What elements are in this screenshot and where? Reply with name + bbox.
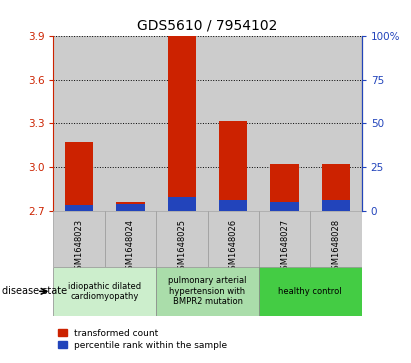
Text: healthy control: healthy control	[279, 287, 342, 296]
Bar	[53, 36, 105, 211]
Text: GSM1648028: GSM1648028	[332, 219, 340, 275]
Text: GSM1648026: GSM1648026	[229, 219, 238, 275]
Bar	[259, 36, 310, 211]
Bar	[65, 142, 93, 205]
Bar	[270, 202, 299, 211]
Text: GSM1648027: GSM1648027	[280, 219, 289, 275]
Bar	[65, 205, 93, 211]
Bar	[259, 211, 310, 267]
Bar	[219, 121, 247, 200]
Text: pulmonary arterial
hypertension with
BMPR2 mutation: pulmonary arterial hypertension with BMP…	[169, 276, 247, 306]
Text: idiopathic dilated
cardiomyopathy: idiopathic dilated cardiomyopathy	[68, 282, 141, 301]
Bar	[116, 204, 145, 211]
Bar	[53, 211, 105, 267]
Bar	[322, 164, 350, 200]
Bar	[208, 211, 259, 267]
Bar	[156, 36, 208, 211]
Bar	[310, 211, 362, 267]
Bar	[219, 200, 247, 211]
Bar	[310, 36, 362, 211]
Bar	[53, 267, 156, 316]
Text: GSM1648025: GSM1648025	[178, 219, 186, 275]
Bar	[322, 200, 350, 211]
Text: disease state: disease state	[2, 286, 67, 296]
Text: GSM1648023: GSM1648023	[75, 219, 83, 275]
Legend: transformed count, percentile rank within the sample: transformed count, percentile rank withi…	[58, 329, 227, 350]
Bar	[156, 211, 208, 267]
Text: GSM1648024: GSM1648024	[126, 219, 135, 275]
Bar	[208, 36, 259, 211]
Bar	[270, 164, 299, 202]
Title: GDS5610 / 7954102: GDS5610 / 7954102	[137, 19, 278, 32]
Bar	[168, 36, 196, 197]
Bar	[156, 267, 259, 316]
Bar	[105, 211, 156, 267]
Bar	[105, 36, 156, 211]
Bar	[259, 267, 362, 316]
Bar	[168, 197, 196, 211]
Bar	[116, 202, 145, 204]
